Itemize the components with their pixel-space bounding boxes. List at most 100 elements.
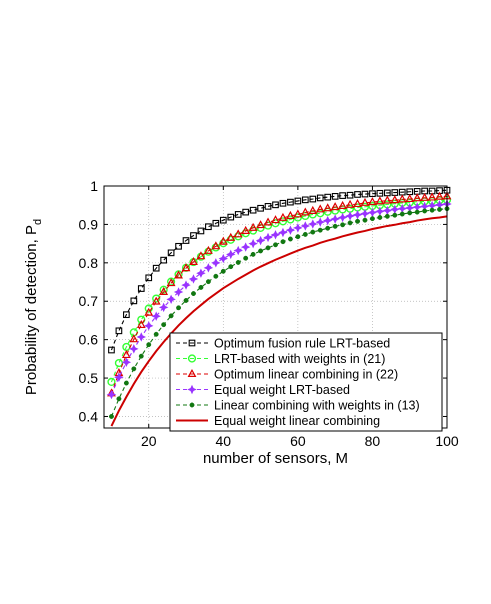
dot-marker xyxy=(287,236,293,242)
triangle-marker xyxy=(211,241,221,250)
square-marker xyxy=(188,339,196,347)
y-tick-label: 0.9 xyxy=(79,216,99,232)
series-5 xyxy=(109,206,450,419)
star-marker xyxy=(187,384,197,395)
triangle-marker xyxy=(375,196,385,205)
dot-marker xyxy=(280,239,286,245)
star-marker xyxy=(233,245,243,256)
legend-item: Optimum linear combining in (22) xyxy=(176,368,398,382)
triangle-marker xyxy=(405,194,415,203)
dot-marker xyxy=(377,215,383,220)
triangle-marker xyxy=(187,368,197,377)
circle-marker xyxy=(159,285,168,294)
y-axis-label: Probability of detection, Pd xyxy=(23,219,44,395)
star-marker xyxy=(337,212,348,223)
star-marker xyxy=(330,214,340,224)
triangle-marker xyxy=(263,217,273,226)
dot-marker xyxy=(228,264,234,270)
square-marker xyxy=(294,197,302,205)
triangle-marker xyxy=(353,199,362,208)
dot-marker xyxy=(109,414,114,419)
dot-marker xyxy=(116,396,122,402)
dot-marker xyxy=(369,216,375,222)
dot-marker xyxy=(138,353,144,359)
legend-item: Equal weight LRT-based xyxy=(176,383,350,397)
dot-marker xyxy=(340,222,346,228)
y-axis-label-subscript: d xyxy=(32,219,44,225)
circle-marker xyxy=(286,215,295,224)
dot-marker xyxy=(168,313,174,319)
dot-marker xyxy=(437,206,442,212)
dot-marker xyxy=(153,331,159,337)
square-marker xyxy=(182,237,190,244)
triangle-marker xyxy=(427,192,437,201)
triangle-marker xyxy=(151,296,161,305)
square-marker xyxy=(249,206,257,214)
square-marker xyxy=(301,196,309,204)
star-marker xyxy=(203,263,214,273)
star-marker xyxy=(308,219,318,229)
star-marker xyxy=(144,321,154,331)
star-marker xyxy=(270,230,281,240)
series-line xyxy=(110,203,448,395)
circle-marker xyxy=(293,213,302,222)
star-marker xyxy=(188,274,199,284)
star-marker xyxy=(129,344,139,354)
square-marker xyxy=(130,297,138,305)
y-tick-label: 1 xyxy=(90,178,98,194)
dot-marker xyxy=(243,255,249,261)
y-tick-label: 0.4 xyxy=(79,408,99,424)
star-marker xyxy=(218,253,229,264)
dot-marker xyxy=(429,207,435,213)
circle-marker xyxy=(114,358,124,368)
series-layer xyxy=(106,186,452,427)
x-tick-label: 100 xyxy=(435,433,459,449)
series-line xyxy=(110,215,448,427)
x-axis-label: number of sensors, M xyxy=(203,450,348,467)
triangle-marker xyxy=(285,210,295,219)
series-3 xyxy=(107,191,452,397)
triangle-marker xyxy=(271,215,280,224)
triangle-marker xyxy=(368,197,377,206)
dot-marker xyxy=(146,342,152,348)
legend-box xyxy=(169,332,443,432)
tick-labels: 20 40 60 80 100 0.4 0.5 0.6 0.7 0.8 0.9 1 xyxy=(79,178,459,449)
dot-marker xyxy=(302,231,308,237)
legend-label: Equal weight LRT-based xyxy=(214,383,350,397)
triangle-marker xyxy=(382,195,392,204)
square-marker xyxy=(242,208,250,216)
star-marker xyxy=(121,357,132,368)
triangle-marker xyxy=(420,192,430,201)
star-marker xyxy=(248,238,258,249)
square-marker xyxy=(167,249,175,257)
square-marker xyxy=(376,189,384,197)
star-marker xyxy=(166,294,176,305)
triangle-marker xyxy=(166,278,176,287)
triangle-marker xyxy=(330,202,340,211)
dot-marker xyxy=(422,208,428,214)
square-marker xyxy=(212,219,220,227)
dot-marker xyxy=(332,223,338,229)
x-tick-label: 80 xyxy=(365,433,381,449)
legend-label: Equal weight linear combining xyxy=(214,414,380,428)
dot-marker xyxy=(265,245,271,251)
series-line xyxy=(110,208,448,417)
triangle-marker xyxy=(435,191,444,200)
circle-marker xyxy=(278,217,288,226)
legend-label: LRT-based with weights in (21) xyxy=(214,352,385,366)
dot-marker xyxy=(362,217,368,223)
star-marker xyxy=(322,215,333,226)
circle-marker xyxy=(152,294,161,303)
square-marker xyxy=(279,199,287,207)
square-marker xyxy=(137,285,145,292)
triangle-marker xyxy=(129,334,139,343)
triangle-marker xyxy=(315,204,325,213)
series-line xyxy=(110,195,448,394)
square-marker xyxy=(145,274,153,282)
square-marker xyxy=(197,227,205,235)
dot-marker xyxy=(131,366,137,372)
triangle-marker xyxy=(360,197,370,206)
circle-marker xyxy=(187,354,197,363)
